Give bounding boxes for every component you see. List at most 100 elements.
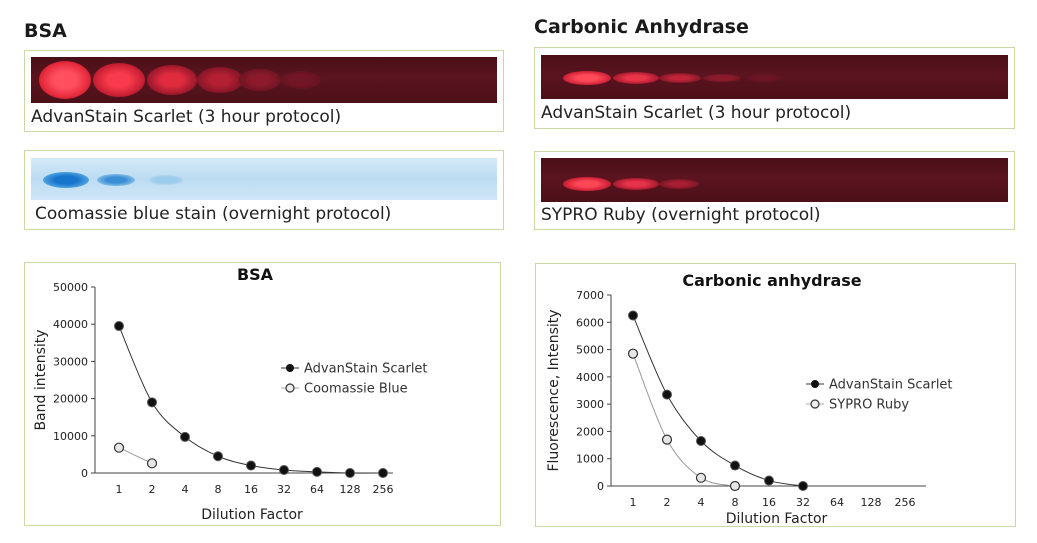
gel-band (43, 172, 89, 188)
x-tick-label: 2 (664, 496, 671, 509)
bsa-scarlet-caption: AdvanStain Scarlet (3 hour protocol) (31, 107, 342, 127)
y-tick-label: 7000 (576, 289, 604, 302)
ca-sypro-gel-image (541, 158, 1008, 202)
data-point (798, 481, 808, 491)
ca-scarlet-caption: AdvanStain Scarlet (3 hour protocol) (541, 103, 852, 123)
x-tick-label: 1 (116, 483, 123, 496)
x-tick-label: 32 (277, 483, 291, 496)
x-axis-label: Dilution Factor (726, 511, 828, 527)
gel-band (613, 178, 659, 190)
data-point (627, 348, 639, 359)
x-axis-label: Dilution Factor (201, 507, 303, 523)
y-tick-label: 6000 (576, 316, 604, 329)
data-point (695, 472, 707, 483)
bsa-section-title: BSA (24, 20, 67, 42)
y-axis-label: Fluorescence, Intensity (546, 309, 562, 471)
ca-scarlet-gel-panel: AdvanStain Scarlet (3 hour protocol) (534, 47, 1015, 129)
ca-sypro-caption: SYPRO Ruby (overnight protocol) (541, 205, 821, 225)
x-tick-label: 4 (182, 483, 189, 496)
legend-marker (285, 383, 295, 393)
data-point (764, 475, 774, 486)
y-axis-label: Band intensity (33, 329, 49, 430)
series-line-0 (632, 315, 804, 487)
legend-label: AdvanStain Scarlet (829, 378, 953, 393)
gel-band (747, 74, 781, 82)
x-tick-label: 8 (732, 496, 739, 509)
x-tick-label: 2 (149, 483, 156, 496)
legend-label: Coomassie Blue (304, 382, 408, 397)
gel-band (703, 74, 741, 82)
x-tick-label: 32 (796, 496, 810, 509)
y-tick-label: 50000 (53, 281, 88, 294)
gel-band (39, 61, 91, 99)
y-tick-label: 10000 (53, 430, 88, 443)
y-tick-label: 30000 (53, 355, 88, 368)
bsa-coomassie-gel-panel: Coomassie blue stain (overnight protocol… (24, 150, 504, 230)
bsa-chart-panel: BSA 0 10000 20000 30000 40000 50000 1 2 4 8 16 32 64 1… (24, 262, 501, 526)
y-tick-label: 0 (81, 467, 88, 480)
bsa-scarlet-gel-image (31, 57, 497, 103)
bsa-coomassie-gel-image (31, 158, 497, 200)
y-tick-label: 2000 (576, 425, 604, 438)
data-point (146, 458, 158, 469)
data-point (730, 460, 740, 471)
data-point (378, 468, 388, 478)
x-tick-label: 64 (310, 483, 324, 496)
x-tick-label: 128 (340, 483, 361, 496)
legend-marker (286, 364, 294, 372)
x-tick-label: 8 (215, 483, 222, 496)
chart-title: Carbonic anhydrase (682, 271, 861, 290)
legend-label: AdvanStain Scarlet (304, 362, 428, 377)
gel-band (659, 73, 701, 83)
x-tick-label: 256 (373, 483, 394, 496)
gel-band (563, 177, 611, 191)
data-point (661, 434, 673, 445)
data-point (312, 466, 322, 477)
gel-band (281, 71, 321, 89)
y-tick-label: 40000 (53, 318, 88, 331)
ca-scarlet-gel-image (541, 55, 1008, 99)
legend-marker (810, 399, 820, 409)
data-point (279, 465, 289, 476)
gel-band (613, 72, 659, 84)
data-point (147, 397, 157, 408)
ca-sypro-gel-panel: SYPRO Ruby (overnight protocol) (534, 151, 1015, 230)
y-tick-label: 3000 (576, 398, 604, 411)
data-point (113, 442, 125, 453)
x-tick-label: 16 (762, 496, 776, 509)
gel-band (239, 69, 281, 91)
x-tick-label: 128 (861, 496, 882, 509)
gel-band (563, 71, 611, 85)
x-tick-label: 4 (698, 496, 705, 509)
carbonic-anhydrase-chart: Carbonic anhydrase 0 1000 2000 3000 4000 5000 6… (546, 271, 953, 527)
legend-marker (811, 380, 819, 388)
data-point (628, 310, 638, 321)
data-point (180, 431, 190, 442)
series-line-1 (118, 447, 153, 464)
y-tick-label: 20000 (53, 393, 88, 406)
y-tick-label: 0 (597, 480, 604, 493)
gel-band (93, 63, 145, 97)
y-tick-label: 1000 (576, 453, 604, 466)
gel-band (149, 175, 183, 185)
ca-chart-panel: Carbonic anhydrase 0 1000 2000 3000 4000 5000 6… (535, 263, 1016, 527)
data-point (213, 451, 223, 462)
bsa-scarlet-gel-panel: AdvanStain Scarlet (3 hour protocol) (24, 50, 504, 132)
x-tick-label: 16 (244, 483, 258, 496)
data-point (345, 468, 355, 478)
gel-band (197, 67, 243, 93)
y-tick-label: 5000 (576, 344, 604, 357)
bsa-coomassie-caption: Coomassie blue stain (overnight protocol… (35, 204, 392, 224)
gel-band (659, 179, 699, 189)
chart-title: BSA (237, 265, 274, 284)
data-point (246, 460, 256, 471)
data-point (662, 389, 672, 400)
legend-label: SYPRO Ruby (829, 398, 909, 413)
y-tick-label: 4000 (576, 371, 604, 384)
data-point (729, 480, 741, 492)
data-point (696, 435, 706, 446)
x-tick-label: 64 (830, 496, 844, 509)
series-line-0 (118, 325, 384, 474)
gel-band (97, 174, 135, 186)
data-point (114, 321, 124, 332)
